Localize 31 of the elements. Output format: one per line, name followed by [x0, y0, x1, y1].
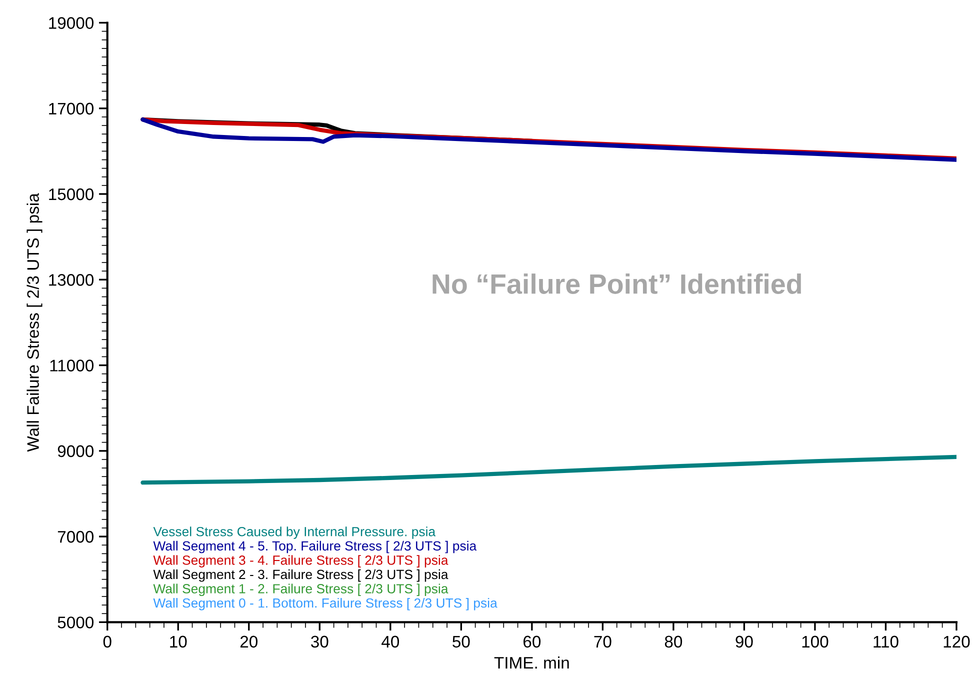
y-tick-label: 7000: [58, 530, 94, 543]
x-axis-title: TIME. min: [494, 656, 569, 669]
y-tick-label: 9000: [58, 445, 94, 458]
x-tick-label: 50: [452, 636, 470, 648]
x-tick-label: 20: [240, 636, 258, 648]
text: Vessel Stress Caused by Internal Pressure. psia: [153, 526, 436, 539]
y-tick-label: 17000: [49, 102, 94, 115]
text: Wall Segment 3 - 4. Failure Stress [ 2/3 UTS ] psia: [153, 555, 448, 568]
legend-label: Wall Segment 1 - 2. Failure Stress [ 2/3 UTS ] psia: [153, 584, 448, 596]
x-tick-label: 80: [664, 636, 682, 648]
line-series: [140, 454, 956, 485]
y-tick-label: 19000: [49, 17, 94, 29]
x-tick-label: 60: [524, 636, 541, 648]
y-tick-label: 13000: [49, 274, 94, 286]
y-axis-title: Wall Failure Stress [ 2/3 UTS ] psia: [26, 193, 42, 452]
y-tick-label: 15000: [49, 188, 94, 200]
x-tick-label: 120: [944, 636, 970, 648]
annotation: No “Failure Point” Identified: [432, 274, 801, 294]
y-tick-label: 11000: [50, 360, 94, 372]
x-tick-label: 100: [802, 636, 828, 648]
x-tick-label: 30: [311, 636, 328, 648]
text: Wall Segment 4 - 5. Top. Failure Stress [ 2/3 UTS ] psia: [153, 540, 477, 554]
x-tick-label: 10: [170, 636, 187, 648]
text: Wall Segment 2 - 3. Failure Stress [ 2/3 UTS ] psia: [153, 569, 448, 582]
x-tick-label: 110: [874, 636, 898, 648]
y-tick-label: 5000: [58, 616, 94, 628]
legend-label: Wall Segment 0 - 1. Bottom. Failure Stress [ 2/3 UTS ] psia: [153, 598, 498, 610]
x-tick-label: 0: [103, 636, 112, 648]
x-tick-label: 40: [382, 636, 400, 648]
x-tick-label: 90: [736, 636, 753, 648]
x-tick-label: 70: [594, 636, 612, 648]
